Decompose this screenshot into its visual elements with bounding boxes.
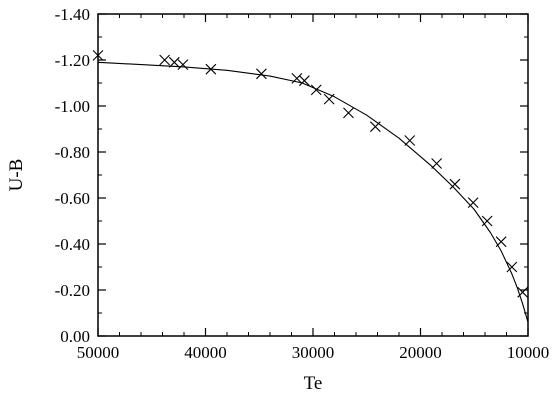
ticks (97, 13, 529, 337)
x-tick-label: 30000 (292, 343, 335, 362)
y-tick-label: -1.00 (55, 97, 90, 116)
data-point (517, 286, 529, 298)
data-point (299, 75, 310, 87)
fit-curve (97, 61, 529, 323)
data-point (481, 215, 493, 227)
tick-labels: 50000 40000 30000 20000 10000 0.00 -0.20 -0.40 -… (55, 5, 550, 362)
markers (92, 50, 529, 298)
data-point (159, 54, 171, 66)
y-tick-label: -1.20 (55, 51, 90, 70)
y-tick-label: -1.40 (55, 5, 90, 24)
data-point (495, 236, 507, 248)
data-point (323, 93, 335, 105)
fit-line-group (97, 61, 529, 323)
data-point (343, 107, 354, 119)
y-tick-label: -0.80 (55, 143, 90, 162)
data-point (310, 84, 322, 96)
data-point (177, 59, 189, 70)
data-point (404, 135, 416, 146)
data-point (369, 121, 381, 133)
x-axis-label: Te (304, 373, 323, 394)
y-tick-label: -0.60 (55, 189, 90, 208)
data-point (205, 63, 217, 75)
data-point (506, 261, 518, 273)
y-tick-label: -0.20 (55, 281, 90, 300)
data-point (449, 178, 461, 190)
data-point (168, 56, 180, 68)
data-point (92, 50, 104, 61)
data-point (467, 197, 479, 208)
y-axis-label: U-B (6, 159, 27, 192)
data-point (431, 158, 443, 169)
x-tick-label: 50000 (77, 343, 120, 362)
x-tick-label: 40000 (184, 343, 227, 362)
y-tick-label: 0.00 (60, 327, 90, 346)
y-tick-label: -0.40 (55, 235, 90, 254)
data-point (256, 68, 267, 80)
x-tick-label: 10000 (507, 343, 550, 362)
x-tick-label: 20000 (399, 343, 442, 362)
data-point (291, 73, 303, 84)
